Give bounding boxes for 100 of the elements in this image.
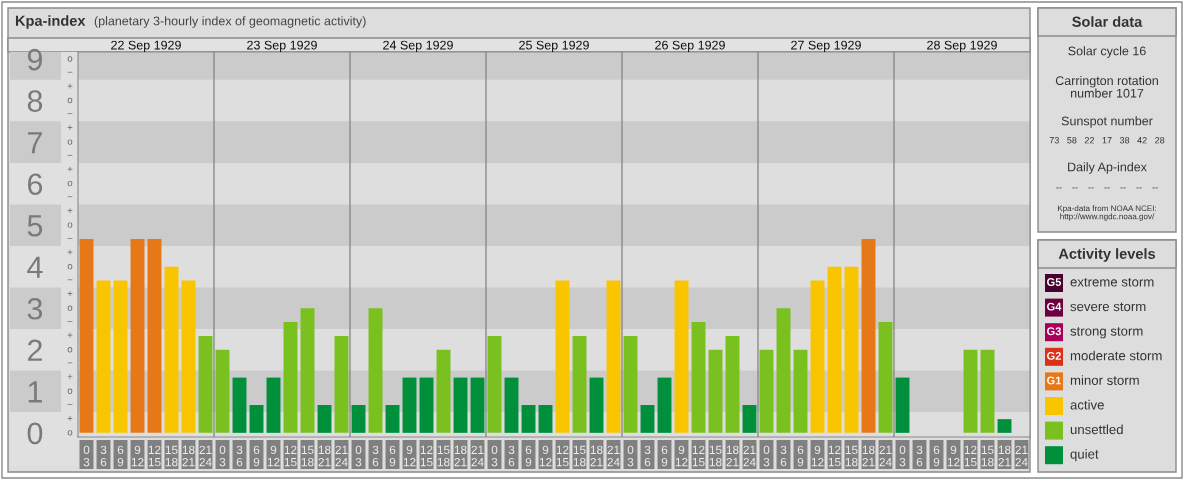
x-tick-label: 9 12 [539,445,552,467]
text: + [67,208,73,213]
bar [878,321,893,433]
text: + [67,249,73,255]
category-label: strong storm [1070,327,1143,339]
bar [674,280,689,433]
x-tick-label: 9 12 [403,445,416,467]
bar [266,377,281,433]
x-tick-label: 18 21 [318,445,331,467]
text: o [67,56,73,62]
bar [232,377,247,433]
x-tick-label: 6 9 [389,445,396,467]
text: o [67,430,73,436]
x-tick-label: 3 6 [644,445,651,467]
bar [810,280,825,433]
bar [79,238,94,433]
text: o [67,97,73,104]
x-tick-label: 15 18 [301,445,314,467]
bar [300,308,315,433]
bar [334,336,349,433]
x-tick-label: 21 24 [743,445,756,467]
y-tick-label: 0 [27,422,43,445]
bar [504,377,519,433]
x-tick-label: 15 18 [709,445,722,467]
text: − [67,154,73,156]
text: + [67,374,73,380]
x-tick-label: 9 12 [675,445,688,467]
bar [215,349,230,433]
text: + [67,166,73,172]
x-tick-label: 6 9 [661,445,668,467]
x-tick-label: 21 24 [335,445,348,467]
x-tick-label: 21 24 [879,445,892,467]
y-tick-label: 3 [27,297,43,320]
x-tick-label: 21 24 [607,445,620,467]
x-tick-label: 15 18 [573,445,586,467]
x-tick-label: 6 9 [525,445,532,467]
bar [249,405,264,433]
bar [181,280,196,433]
x-tick-label: 6 9 [253,445,260,467]
text: o [67,264,73,270]
x-tick-label: 0 3 [219,445,226,467]
bar [708,349,723,433]
bar [861,238,876,433]
annotation: 24 Sep 1929 [383,40,453,52]
text: G3 [1047,327,1062,336]
bar [776,308,791,433]
x-tick-label: 0 3 [627,445,634,467]
text: Daily Ap-index [1068,162,1147,174]
y-tick-label: 7 [28,132,42,154]
bar [572,336,587,433]
text: G1 [1047,376,1062,385]
x-tick-label: 12 15 [828,445,841,467]
text: o [67,139,73,145]
bar [725,336,740,433]
bar [555,280,570,433]
bar [453,377,468,433]
x-tick-label: 3 6 [372,445,379,467]
bar [198,336,213,433]
x-tick-label: 18 21 [454,445,467,467]
category-label: severe storm [1070,302,1146,312]
bar [147,238,162,433]
y-tick-label: 2 [27,339,42,361]
text: − [67,404,73,405]
bar [844,266,859,433]
bar [385,405,400,433]
annotation: 28 Sep 1929 [927,40,997,52]
x-tick-label: 18 21 [182,445,195,467]
bar [96,280,111,433]
annotation: 27 Sep 1929 [791,40,861,52]
x-tick-label: 6 9 [797,445,804,467]
x-tick-label: 21 24 [1015,445,1028,467]
text: − [67,279,73,281]
x-tick-label: 0 3 [899,445,906,467]
x-tick-label: 12 15 [148,445,161,467]
text: − [67,196,73,198]
bar [113,280,128,433]
bar [963,349,978,433]
bar [164,266,179,433]
text: − [67,321,73,322]
text: − [67,71,73,73]
x-tick-label: 0 3 [83,445,90,467]
x-tick-label: 15 18 [981,445,994,467]
text: Solar cycle 16 [1068,46,1146,58]
bar [130,238,145,433]
text: Carrington rotation number 1017 [1055,75,1158,98]
bar [487,336,502,433]
text: − [67,362,73,364]
x-tick-label: 12 15 [420,445,433,467]
text: o [67,222,73,228]
text: o [67,388,73,394]
x-tick-label: 15 18 [165,445,178,467]
bar [589,377,604,433]
text: G4 [1047,302,1062,311]
text: -- -- -- -- -- -- -- [1056,187,1158,189]
x-tick-label: 18 21 [590,445,603,467]
category-label: minor storm [1070,375,1139,385]
text: 73 58 22 17 38 42 28 [1049,137,1165,144]
bar [640,405,655,433]
text: + [67,83,73,89]
annotation: 23 Sep 1929 [247,40,317,52]
